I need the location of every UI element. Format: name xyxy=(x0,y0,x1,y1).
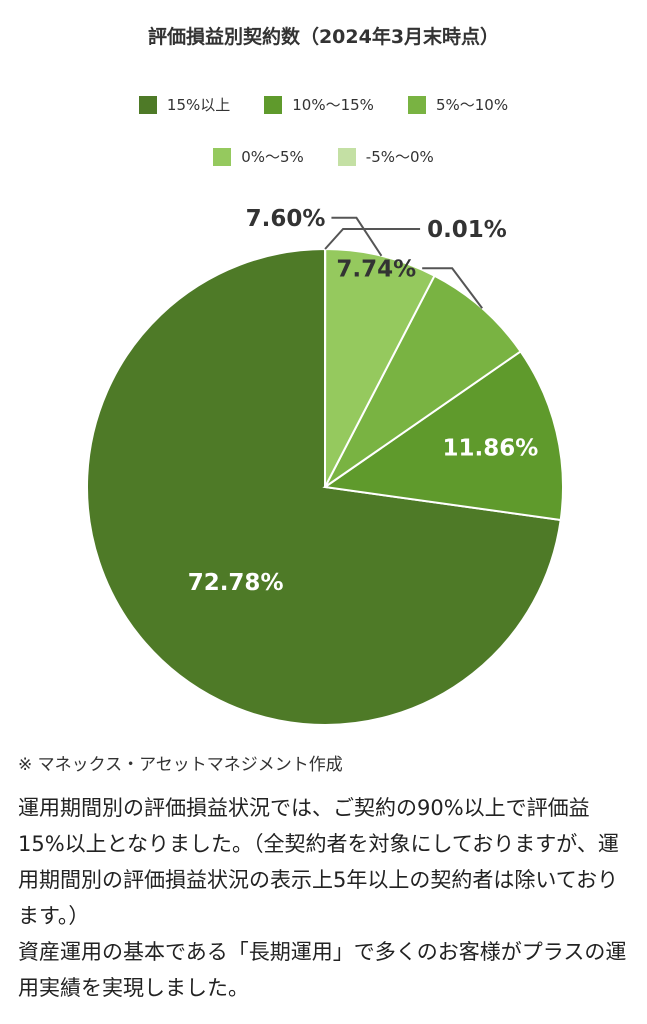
data-label: 7.74% xyxy=(336,256,416,282)
leader-line xyxy=(422,267,483,309)
leader-line xyxy=(324,228,421,250)
description-text: 運用期間別の評価損益状況では、ご契約の90%以上で評価益15%以上となりました。… xyxy=(18,790,630,1006)
data-label: 7.60% xyxy=(246,206,326,232)
pie-chart: 72.78% 11.86% 7.74% 7.60% 0.01% xyxy=(86,206,564,726)
source-note: ※ マネックス・アセットマネジメント作成 xyxy=(18,755,343,775)
legend-label: 0%～5% xyxy=(241,148,304,166)
legend-item-10-15: 10%～15% xyxy=(264,94,374,115)
slice-0-5 xyxy=(324,247,436,488)
data-labels: 72.78% 11.86% 7.74% 7.60% 0.01% xyxy=(188,206,539,596)
legend-swatch xyxy=(337,147,356,166)
data-label: 72.78% xyxy=(188,570,284,596)
slice-5-10 xyxy=(324,274,522,488)
leader-line xyxy=(331,216,383,257)
legend-label: 5%～10% xyxy=(435,96,509,114)
chart-title: 評価損益別契約数（2024年3月末時点） xyxy=(147,26,500,48)
slice-10-15 xyxy=(322,350,564,522)
legend-swatch xyxy=(407,95,426,114)
data-label: 0.01% xyxy=(427,217,507,243)
legend-swatch xyxy=(264,95,283,114)
legend-swatch xyxy=(213,147,232,166)
legend-label: -5%～0% xyxy=(365,148,434,166)
pie-slices xyxy=(86,247,564,726)
legend-swatch xyxy=(138,95,157,114)
data-label: 11.86% xyxy=(442,436,538,462)
legend-label: 10%～15% xyxy=(292,96,374,114)
legend-label: 15%以上 xyxy=(166,96,231,114)
legend-row-1: 15%以上 10%～15% 5%～10% xyxy=(0,94,647,115)
paragraph-2: 資産運用の基本である「長期運用」で多くのお客様がプラスの運用実績を実現しました。 xyxy=(18,940,627,1000)
legend-row-2: 0%～5% -5%～0% xyxy=(0,146,647,167)
legend-item-minus5-0: -5%～0% xyxy=(337,146,434,167)
legend-item-0-5: 0%～5% xyxy=(213,146,304,167)
paragraph-1: 運用期間別の評価損益状況では、ご契約の90%以上で評価益15%以上となりました。… xyxy=(18,796,619,928)
legend-item-15-plus: 15%以上 xyxy=(138,94,231,115)
leader-lines xyxy=(324,216,483,309)
legend-item-5-10: 5%～10% xyxy=(407,94,509,115)
